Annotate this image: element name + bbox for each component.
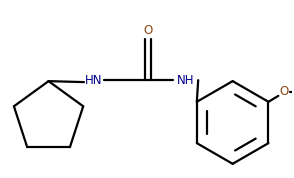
- Text: NH: NH: [177, 74, 194, 87]
- Text: O: O: [143, 24, 153, 37]
- Text: HN: HN: [85, 74, 103, 87]
- Text: O: O: [280, 85, 289, 98]
